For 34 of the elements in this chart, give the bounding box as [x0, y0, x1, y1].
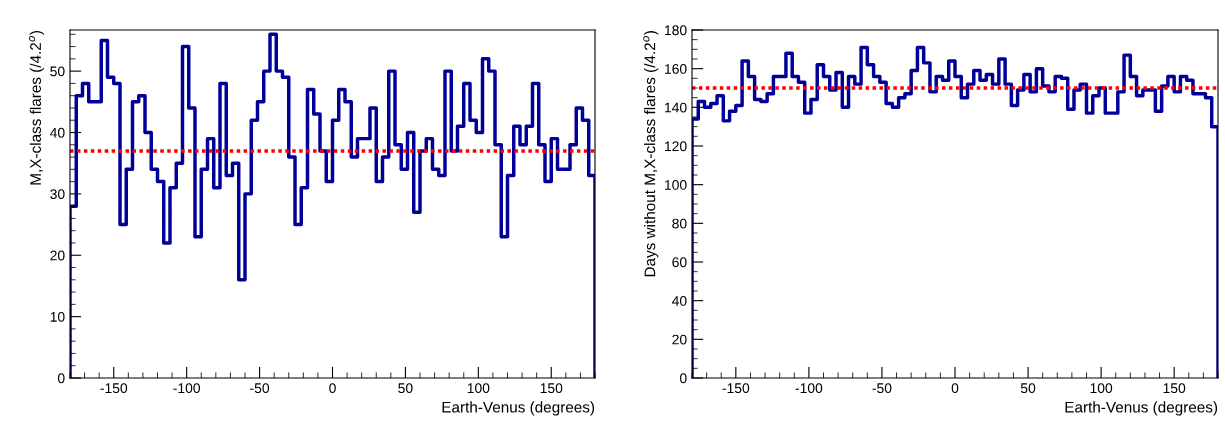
y-tick-label: 100 [665, 180, 687, 190]
y-tick-label: 80 [672, 218, 687, 229]
y-tick-label: 0 [57, 373, 65, 384]
x-tick-label: -100 [173, 383, 201, 394]
x-axis-title: Earth-Venus (degrees) [1065, 401, 1218, 416]
x-tick-label: 50 [398, 383, 413, 394]
y-axis-title: M,X-class flares (/4.2$^{o}$) [29, 30, 45, 185]
y-tick-label: 40 [50, 127, 65, 138]
x-tick-label: -150 [722, 383, 750, 394]
x-tick-label: 100 [467, 383, 490, 394]
x-tick-label: 50 [1020, 383, 1036, 394]
y-axis-title: Days without M,X-class flares (/4.2$^{o}$) [643, 31, 659, 277]
y-tick-label: 20 [50, 250, 65, 261]
y-tick-label: 140 [665, 102, 687, 113]
x-axis-title: Earth-Venus (degrees) [442, 401, 595, 416]
x-tick-label: 0 [951, 383, 959, 394]
x-tick-label: 150 [1163, 383, 1186, 394]
y-tick-label: 160 [665, 64, 687, 74]
x-tick-label: -150 [100, 383, 128, 394]
x-tick-label: -50 [250, 383, 270, 394]
x-tick-label: 0 [329, 383, 336, 394]
y-tick-label: 120 [665, 141, 687, 152]
y-tick-label: 180 [665, 25, 687, 36]
y-tick-label: 50 [50, 66, 65, 77]
x-tick-label: -100 [795, 383, 823, 394]
y-tick-label: 40 [672, 296, 687, 306]
y-tick-label: 10 [50, 311, 65, 322]
y-tick-label: 20 [672, 334, 687, 345]
x-tick-label: 100 [1090, 383, 1113, 394]
y-tick-label: 60 [672, 257, 687, 268]
y-tick-label: 0 [679, 373, 687, 384]
x-tick-label: -50 [872, 383, 892, 394]
x-tick-label: 150 [540, 383, 563, 394]
y-tick-label: 30 [50, 189, 65, 200]
